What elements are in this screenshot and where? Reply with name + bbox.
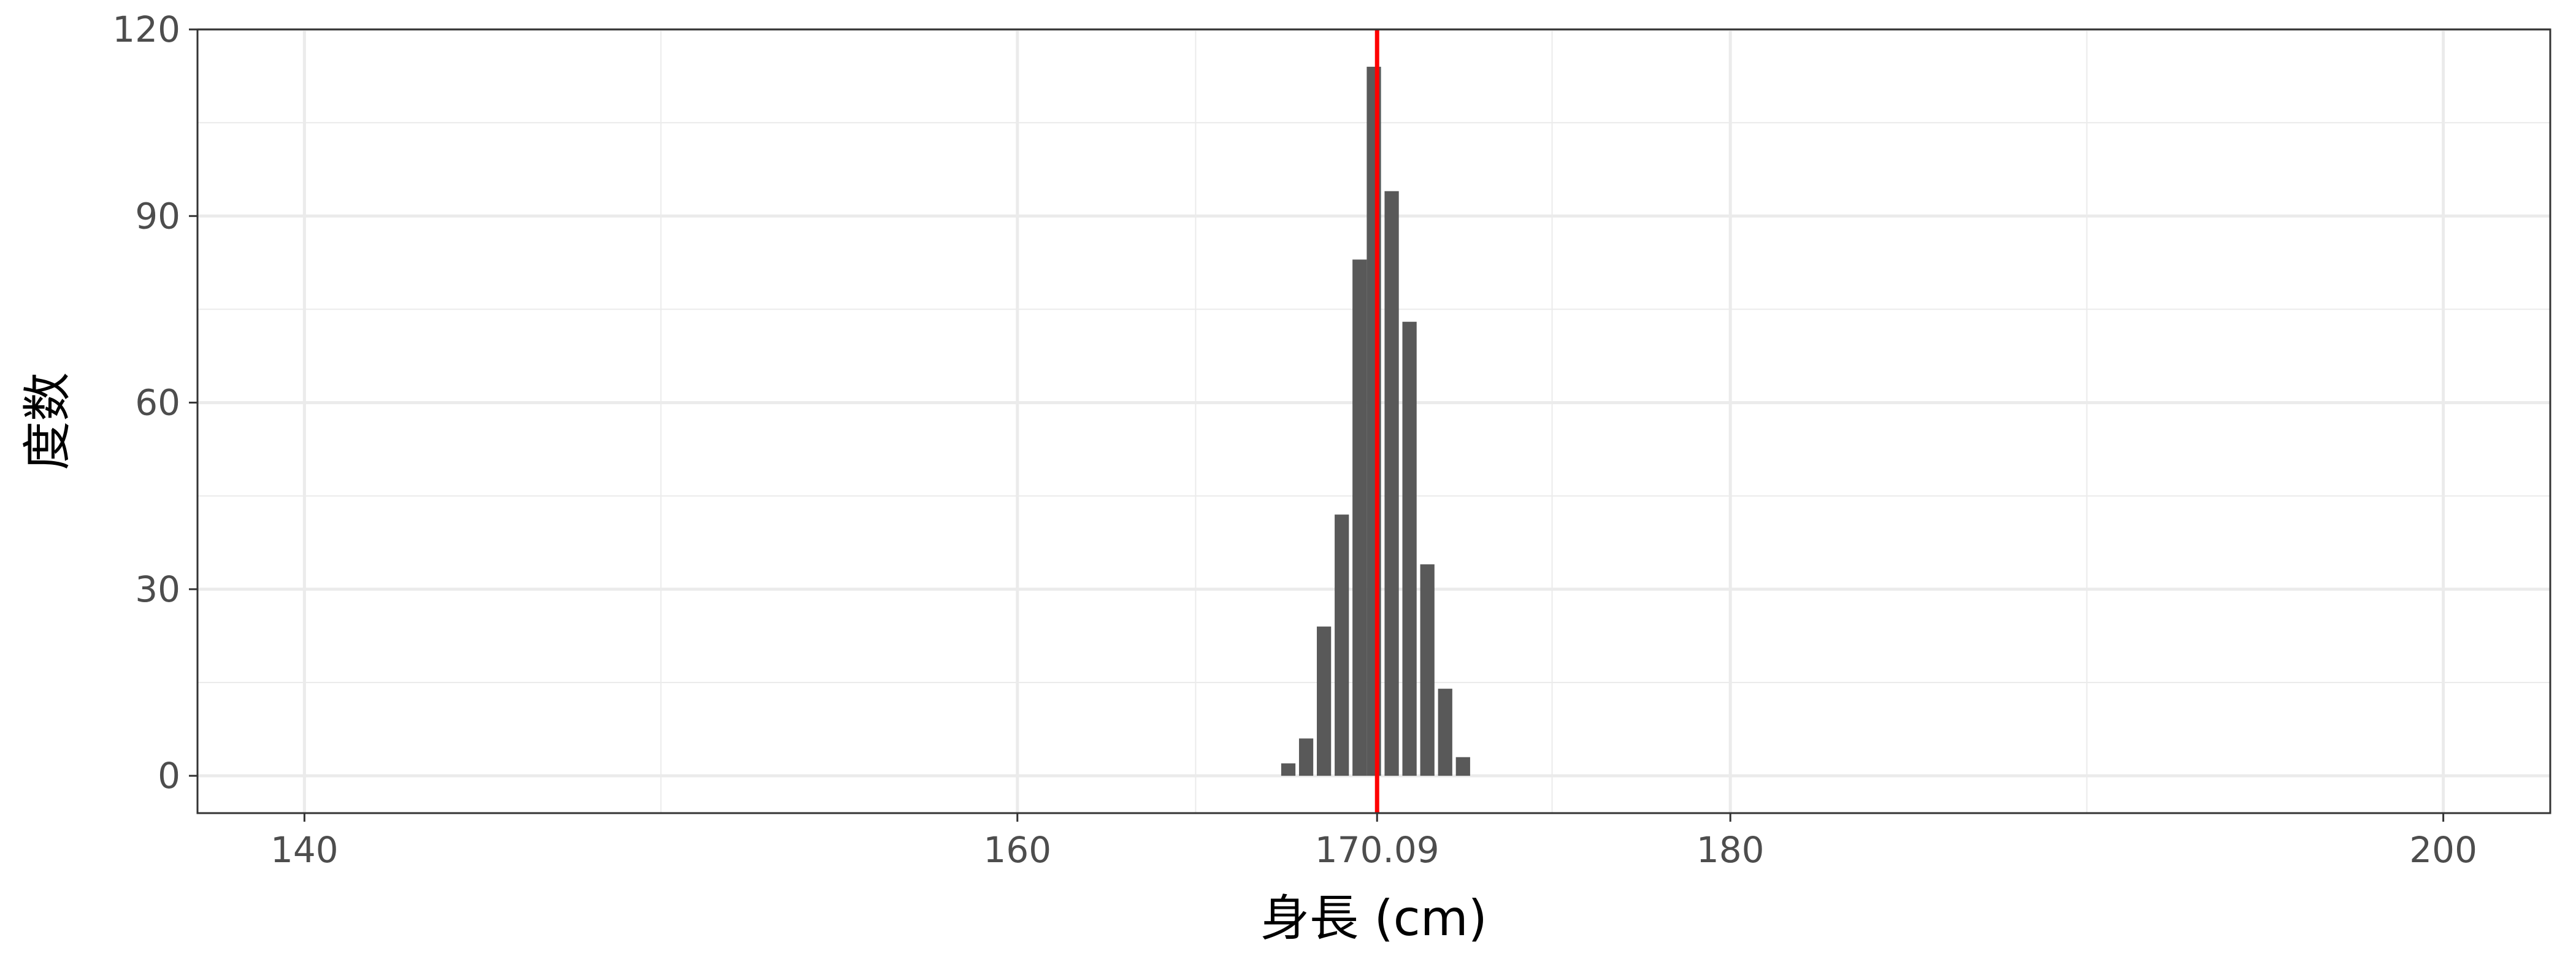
- histogram-bar: [1402, 321, 1417, 776]
- y-axis-ticks: 0 30 60 90 120: [112, 9, 197, 797]
- y-tick-label: 0: [158, 755, 180, 797]
- y-tick-label: 90: [135, 195, 180, 237]
- x-tick-label: 170.09: [1315, 829, 1439, 871]
- x-tick-label: 140: [270, 829, 339, 871]
- x-tick-label: 180: [1696, 829, 1765, 871]
- histogram-bar: [1317, 626, 1332, 776]
- histogram-bars: [1281, 66, 1470, 776]
- histogram-bar: [1384, 191, 1399, 776]
- histogram-bar: [1335, 514, 1349, 776]
- x-tick-label: 160: [983, 829, 1051, 871]
- histogram-bar: [1420, 564, 1435, 776]
- plot-panel-border: [196, 28, 2551, 814]
- histogram-bar: [1281, 763, 1296, 776]
- histogram-bar: [1438, 689, 1452, 776]
- x-axis-title: 身長 (cm): [1260, 890, 1487, 947]
- y-tick-label: 30: [135, 568, 180, 610]
- x-axis-ticks: 140 160 170.09 180 200: [270, 813, 2477, 871]
- y-tick-label: 60: [135, 382, 180, 424]
- histogram-bar: [1352, 259, 1367, 776]
- histogram-bar: [1455, 757, 1470, 776]
- histogram-bar: [1298, 738, 1314, 776]
- x-tick-label: 200: [2409, 829, 2477, 871]
- y-tick-label: 120: [112, 9, 180, 50]
- y-axis-title: 度数: [19, 372, 76, 470]
